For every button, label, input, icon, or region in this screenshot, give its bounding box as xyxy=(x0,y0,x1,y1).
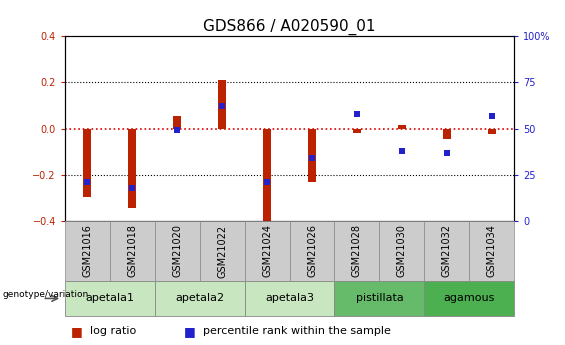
Text: GSM21020: GSM21020 xyxy=(172,225,182,277)
Text: GSM21022: GSM21022 xyxy=(217,225,227,277)
Text: apetala3: apetala3 xyxy=(265,294,314,303)
Text: pistillata: pistillata xyxy=(355,294,403,303)
Text: genotype/variation: genotype/variation xyxy=(3,290,89,299)
Text: GSM21034: GSM21034 xyxy=(486,225,497,277)
Text: GSM21028: GSM21028 xyxy=(352,225,362,277)
Bar xyxy=(173,116,181,128)
Text: GSM21032: GSM21032 xyxy=(442,225,452,277)
Bar xyxy=(488,128,496,134)
Text: GSM21018: GSM21018 xyxy=(127,225,137,277)
Text: log ratio: log ratio xyxy=(90,326,137,336)
Bar xyxy=(128,128,136,208)
Text: GSM21016: GSM21016 xyxy=(82,225,93,277)
Text: ■: ■ xyxy=(71,325,82,338)
Bar xyxy=(263,128,271,224)
Bar xyxy=(398,125,406,128)
Text: percentile rank within the sample: percentile rank within the sample xyxy=(203,326,392,336)
Text: agamous: agamous xyxy=(444,294,495,303)
Title: GDS866 / A020590_01: GDS866 / A020590_01 xyxy=(203,19,376,35)
Bar xyxy=(308,128,316,181)
Text: apetala2: apetala2 xyxy=(175,294,224,303)
Text: apetala1: apetala1 xyxy=(85,294,134,303)
Bar xyxy=(84,128,92,197)
Text: GSM21024: GSM21024 xyxy=(262,225,272,277)
Bar xyxy=(353,128,361,133)
Text: GSM21030: GSM21030 xyxy=(397,225,407,277)
Text: GSM21026: GSM21026 xyxy=(307,225,317,277)
Bar xyxy=(443,128,451,139)
Bar xyxy=(218,80,226,128)
Text: ■: ■ xyxy=(184,325,195,338)
